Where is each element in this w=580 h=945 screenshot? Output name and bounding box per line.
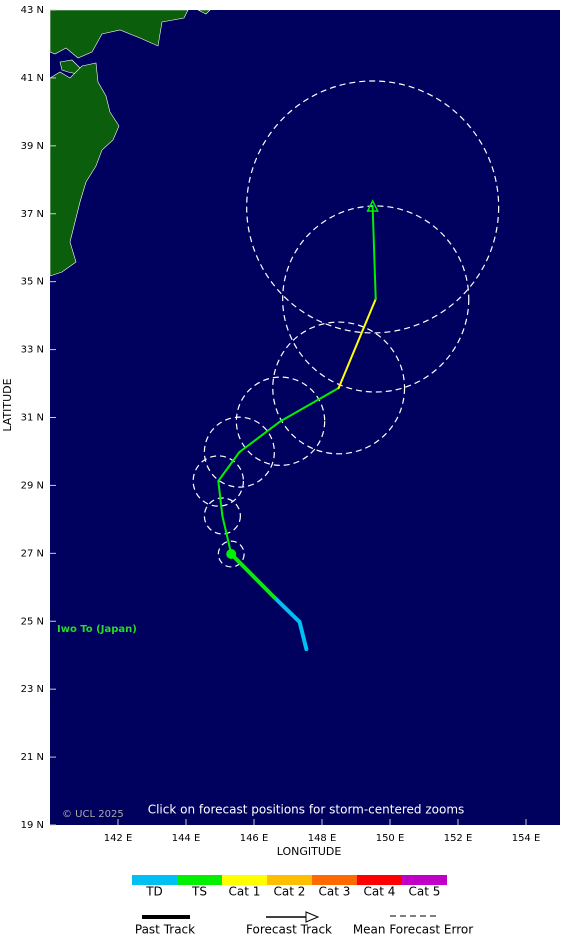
error-circle	[246, 80, 500, 334]
category-swatch	[312, 875, 357, 885]
y-tick-label: 41 N	[21, 73, 44, 84]
y-tick-label: 39 N	[21, 141, 44, 152]
legend-forecast-arrow	[305, 911, 320, 923]
forecast-segment	[238, 420, 282, 454]
past-segment	[297, 619, 309, 652]
y-tick-label: 37 N	[21, 209, 44, 220]
forecast-segment	[371, 205, 377, 300]
category-label: Cat 3	[319, 885, 351, 899]
y-tick-label: 23 N	[21, 684, 44, 695]
error-circle	[272, 321, 406, 455]
error-circle	[203, 416, 275, 488]
category-swatch	[402, 875, 447, 885]
y-tick-label: 29 N	[21, 480, 44, 491]
error-circle	[217, 540, 245, 568]
category-swatch	[357, 875, 402, 885]
y-tick-label: 25 N	[21, 616, 44, 627]
x-axis-title: LONGITUDE	[277, 845, 342, 858]
y-tick-label: 31 N	[21, 413, 44, 424]
legend-past-label: Past Track	[135, 923, 195, 937]
forecast-end	[366, 199, 379, 212]
x-tick-label: 144 E	[172, 833, 201, 844]
y-axis-title: LATITUDE	[1, 378, 14, 431]
x-tick-label: 146 E	[240, 833, 269, 844]
y-tick-label: 21 N	[21, 752, 44, 763]
error-circle	[235, 376, 326, 466]
past-segment	[229, 552, 277, 600]
category-label: Cat 1	[229, 885, 261, 899]
legend-forecast-label: Forecast Track	[246, 923, 332, 937]
place-label: Iwo To (Japan)	[57, 624, 137, 635]
forecast-segment	[279, 386, 340, 423]
category-swatch	[222, 875, 267, 885]
note: Click on forecast positions for storm-ce…	[148, 803, 465, 817]
category-label: Cat 5	[409, 885, 441, 899]
category-label: Cat 4	[364, 885, 396, 899]
land	[49, 9, 211, 277]
category-swatch	[267, 875, 312, 885]
category-swatch	[177, 875, 222, 885]
forecast-segment	[337, 297, 377, 389]
error-circle	[203, 497, 241, 535]
past-segment	[272, 595, 302, 624]
forecast-segment	[221, 514, 233, 556]
x-tick-label: 152 E	[444, 833, 473, 844]
y-tick-label: 33 N	[21, 345, 44, 356]
category-swatch	[132, 875, 177, 885]
forecast-segment	[217, 451, 241, 483]
y-tick-label: 19 N	[21, 820, 44, 831]
legend-error-label: Mean Forecast Error	[353, 923, 473, 937]
x-tick-label: 142 E	[104, 833, 133, 844]
category-label: TS	[191, 885, 207, 899]
category-label: Cat 2	[274, 885, 306, 899]
ocean	[50, 10, 560, 825]
x-tick-label: 154 E	[512, 833, 541, 844]
y-tick-label: 27 N	[21, 548, 44, 559]
error-circle	[192, 455, 245, 507]
current-position	[226, 549, 237, 560]
y-tick-label: 35 N	[21, 277, 44, 288]
credit: © UCL 2025	[62, 809, 124, 820]
y-tick-label: 43 N	[21, 5, 44, 16]
error-circle	[282, 205, 470, 393]
forecast-segment	[217, 480, 224, 517]
x-tick-label: 148 E	[308, 833, 337, 844]
category-label: TD	[145, 885, 163, 899]
x-tick-label: 150 E	[376, 833, 405, 844]
